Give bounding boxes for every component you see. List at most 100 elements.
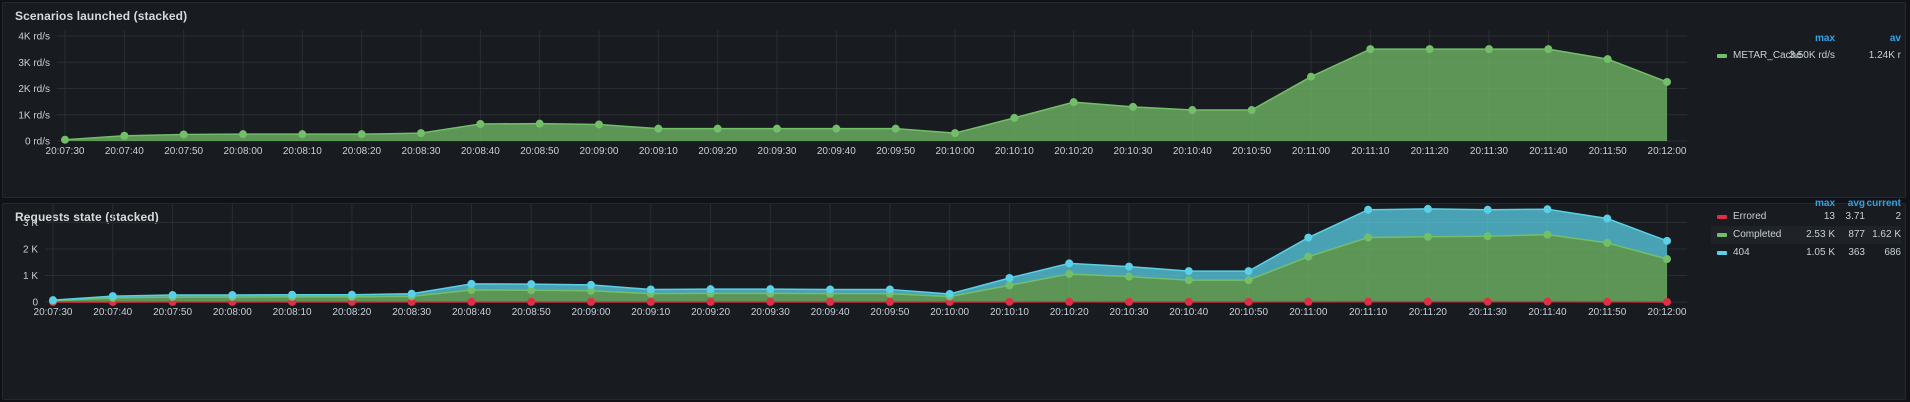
data-point[interactable]: [885, 297, 894, 306]
data-point[interactable]: [773, 124, 781, 133]
data-point[interactable]: [527, 280, 536, 289]
data-point[interactable]: [407, 297, 416, 306]
data-point[interactable]: [826, 285, 835, 294]
data-point[interactable]: [885, 285, 894, 294]
data-point[interactable]: [1663, 255, 1671, 264]
data-point[interactable]: [535, 119, 544, 128]
data-point[interactable]: [1065, 297, 1074, 306]
data-point[interactable]: [766, 285, 775, 294]
panel-title[interactable]: Requests state (stacked): [15, 210, 159, 224]
data-point[interactable]: [951, 129, 959, 138]
data-point[interactable]: [646, 297, 655, 306]
data-point[interactable]: [1364, 233, 1373, 242]
data-point[interactable]: [1129, 102, 1137, 111]
data-point[interactable]: [1244, 276, 1253, 285]
data-point[interactable]: [1663, 77, 1671, 86]
data-point[interactable]: [288, 290, 297, 299]
data-point[interactable]: [1485, 45, 1493, 54]
data-point[interactable]: [298, 130, 307, 139]
data-point[interactable]: [1188, 106, 1197, 115]
data-point[interactable]: [347, 290, 356, 299]
legend-row-errored[interactable]: Errored 13 3.71 2: [1711, 208, 1901, 226]
data-point[interactable]: [239, 130, 247, 139]
data-point[interactable]: [1125, 272, 1133, 281]
data-point[interactable]: [646, 285, 655, 294]
data-point[interactable]: [1544, 45, 1553, 54]
data-point[interactable]: [476, 119, 485, 128]
data-point[interactable]: [527, 286, 536, 295]
data-point[interactable]: [179, 130, 188, 139]
data-point[interactable]: [1483, 232, 1492, 241]
data-point[interactable]: [1244, 297, 1253, 306]
data-point[interactable]: [1603, 238, 1612, 247]
legend-column-header[interactable]: av: [1889, 33, 1901, 44]
data-point[interactable]: [1125, 297, 1133, 306]
data-point[interactable]: [1304, 252, 1313, 261]
data-point[interactable]: [1065, 259, 1074, 268]
data-point[interactable]: [120, 131, 129, 140]
data-point[interactable]: [1069, 98, 1078, 107]
data-point[interactable]: [1065, 269, 1074, 278]
data-point[interactable]: [1364, 205, 1373, 214]
data-point[interactable]: [467, 297, 476, 306]
data-point[interactable]: [1423, 297, 1432, 306]
data-point[interactable]: [527, 297, 536, 306]
legend-row-metar-cache[interactable]: METAR_Cache 3.50K rd/s 1.24K r: [1711, 47, 1901, 65]
data-point[interactable]: [108, 292, 117, 301]
data-point[interactable]: [1603, 55, 1612, 64]
data-point[interactable]: [1304, 297, 1313, 306]
data-point[interactable]: [706, 297, 715, 306]
data-point[interactable]: [1184, 267, 1193, 276]
data-point[interactable]: [1307, 72, 1315, 81]
data-point[interactable]: [945, 289, 954, 298]
data-point[interactable]: [1663, 236, 1671, 245]
data-point[interactable]: [49, 296, 57, 305]
data-point[interactable]: [1247, 106, 1256, 115]
data-point[interactable]: [587, 280, 595, 289]
data-point[interactable]: [1543, 230, 1552, 239]
data-point[interactable]: [467, 285, 476, 294]
data-point[interactable]: [587, 286, 595, 295]
data-point[interactable]: [587, 297, 595, 306]
data-point[interactable]: [1005, 297, 1014, 306]
legend-column-header[interactable]: max: [1814, 198, 1835, 209]
data-point[interactable]: [1184, 276, 1193, 285]
data-point[interactable]: [228, 291, 237, 300]
legend-row-completed[interactable]: Completed 2.53 K 877 1.62 K: [1711, 226, 1901, 244]
data-point[interactable]: [826, 297, 835, 306]
data-point[interactable]: [1304, 233, 1313, 242]
data-point[interactable]: [1005, 273, 1014, 282]
data-point[interactable]: [713, 124, 722, 133]
data-point[interactable]: [1366, 45, 1375, 54]
data-point[interactable]: [1425, 45, 1434, 54]
data-point[interactable]: [1603, 297, 1612, 306]
data-point[interactable]: [1663, 297, 1671, 306]
legend-row-404[interactable]: 404 1.05 K 363 686: [1711, 244, 1901, 262]
legend-column-header[interactable]: avg: [1847, 198, 1865, 209]
panel-title[interactable]: Scenarios launched (stacked): [15, 9, 188, 23]
data-point[interactable]: [357, 130, 366, 139]
data-point[interactable]: [61, 135, 69, 144]
data-point[interactable]: [1423, 204, 1432, 213]
data-point[interactable]: [706, 285, 715, 294]
data-point[interactable]: [1244, 267, 1253, 276]
legend-column-header[interactable]: max: [1814, 33, 1835, 44]
data-point[interactable]: [168, 291, 177, 300]
data-point[interactable]: [766, 297, 775, 306]
data-point[interactable]: [1483, 297, 1492, 306]
data-point[interactable]: [1364, 297, 1373, 306]
data-point[interactable]: [417, 129, 425, 138]
data-point[interactable]: [407, 289, 416, 298]
data-point[interactable]: [1423, 232, 1432, 241]
legend-column-header[interactable]: current: [1866, 198, 1901, 209]
data-point[interactable]: [891, 124, 900, 133]
data-point[interactable]: [1543, 297, 1552, 306]
data-point[interactable]: [1184, 297, 1193, 306]
data-point[interactable]: [1010, 113, 1019, 122]
data-point[interactable]: [1125, 262, 1133, 271]
data-point[interactable]: [1603, 214, 1612, 223]
data-point[interactable]: [595, 120, 603, 129]
data-point[interactable]: [1543, 205, 1552, 214]
data-point[interactable]: [1005, 281, 1014, 290]
data-point[interactable]: [654, 124, 663, 133]
